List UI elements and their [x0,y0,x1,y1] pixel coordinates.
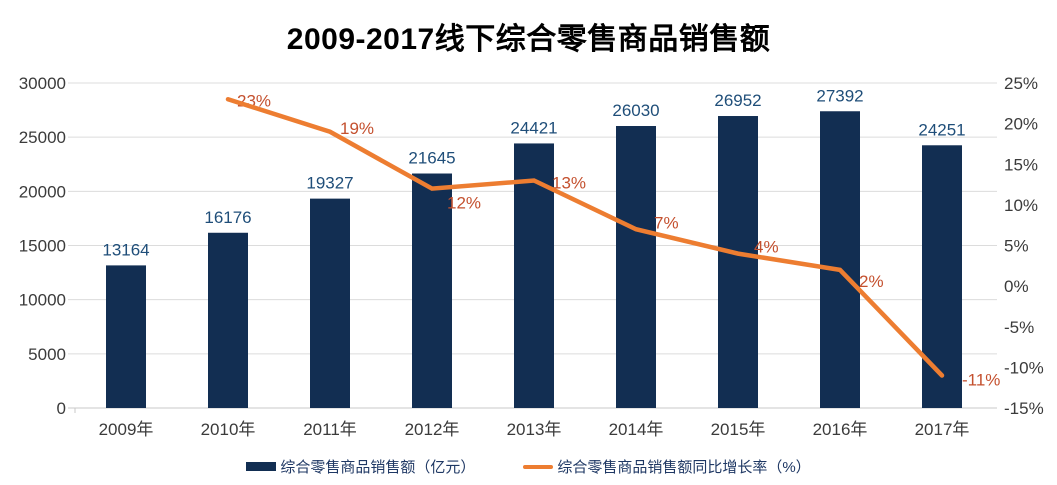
right-axis-tick-label: 25% [1004,74,1038,93]
x-axis-tick-label: 2009年 [99,420,154,439]
chart-title: 2009-2017线下综合零售商品销售额 [286,23,771,56]
bar-value-label: 26030 [612,101,659,120]
bar-value-label: 19327 [306,174,353,193]
bar [412,173,452,408]
bar [616,126,656,408]
bar [106,265,146,408]
bar-value-label: 21645 [408,149,455,168]
right-axis-tick-label: 10% [1004,196,1038,215]
bar [820,111,860,409]
line-point-label: 7% [654,213,679,232]
legend: 综合零售商品销售额（亿元） 综合零售商品销售额同比增长率（%） [0,456,1057,477]
bar-value-label: 24421 [510,118,557,137]
bar-value-label: 13164 [102,240,149,259]
bar-value-label: 24251 [918,120,965,139]
right-axis-tick-label: 20% [1004,115,1038,134]
left-axis-tick-label: 30000 [19,74,66,93]
line-point-label: 2% [859,272,884,291]
x-axis-tick-label: 2016年 [813,420,868,439]
line-point-label: 12% [447,194,481,213]
left-axis-tick-label: 5000 [28,345,66,364]
left-axis-tick-label: 15000 [19,237,66,256]
bar [922,145,962,409]
left-axis-tick-label: 25000 [19,128,66,147]
legend-bar-label: 综合零售商品销售额（亿元） [280,459,476,476]
right-axis-tick-label: -15% [1004,399,1044,418]
x-axis-tick-label: 2014年 [609,420,664,439]
x-axis-tick-label: 2011年 [303,420,357,439]
growth-rate-line [225,97,945,378]
legend-item-growth: 综合零售商品销售额同比增长率（%） [523,456,811,477]
legend-bar-swatch [246,462,277,471]
bar [208,232,248,408]
x-axis-tick-label: 2010年 [201,420,256,439]
legend-line-swatch [523,464,554,469]
bar [310,198,350,408]
bar-value-label: 16176 [204,208,251,227]
right-axis-tick-label: 5% [1004,237,1029,256]
left-axis-tick-label: 10000 [19,291,66,310]
legend-item-sales: 综合零售商品销售额（亿元） [246,456,475,477]
left-axis-tick-label: 0 [57,399,66,418]
x-axis-tick-label: 2015年 [711,420,766,439]
x-axis-tick-label: 2012年 [405,420,460,439]
left-axis-tick-label: 20000 [19,182,66,201]
right-axis-tick-label: 0% [1004,277,1029,296]
bar-value-label: 27392 [816,86,863,105]
line-point-label: -11% [962,371,1000,390]
bar-value-label: 26952 [714,91,761,110]
x-axis-tick-label: 2017年 [915,420,970,439]
line-point-label: 13% [552,174,586,193]
right-axis-tick-label: -10% [1004,358,1044,377]
right-axis-tick-label: -5% [1004,318,1034,337]
right-axis-tick-label: 15% [1004,155,1038,174]
line-point-label: 4% [754,238,779,257]
bar [718,116,758,409]
legend-line-label: 综合零售商品销售额同比增长率（%） [557,459,811,476]
x-axis-tick-label: 2013年 [507,420,562,439]
line-point-label: 19% [340,119,374,138]
